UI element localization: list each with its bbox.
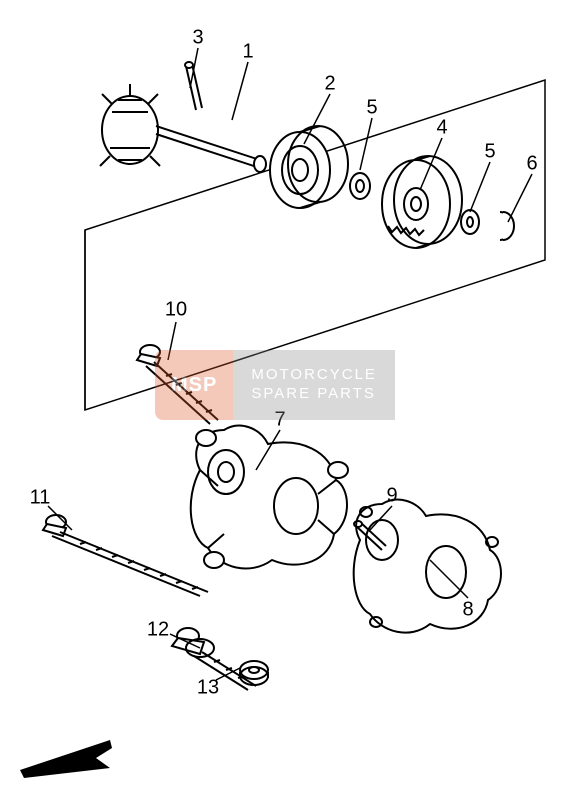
part-gasket-8 bbox=[354, 500, 501, 633]
callout-5: 5 bbox=[366, 97, 377, 120]
callout-3: 3 bbox=[192, 27, 203, 50]
part-circlip-6 bbox=[500, 212, 514, 240]
leader-line bbox=[232, 62, 248, 120]
top-row-parts bbox=[100, 62, 514, 248]
part-washer-5a bbox=[350, 173, 370, 199]
leader-line bbox=[370, 506, 392, 530]
part-washer-13 bbox=[240, 661, 268, 685]
callout-10: 10 bbox=[165, 299, 187, 322]
watermark-left: MSP bbox=[155, 350, 233, 420]
callout-11: 11 bbox=[30, 487, 51, 510]
callout-12: 12 bbox=[147, 619, 169, 642]
leader-line bbox=[508, 174, 532, 222]
part-impeller-shaft bbox=[100, 84, 266, 172]
callout-8: 8 bbox=[462, 599, 473, 622]
callout-1: 1 bbox=[242, 41, 253, 64]
watermark-badge: MSP MOTORCYCLE SPARE PARTS bbox=[155, 350, 425, 420]
leader-line bbox=[360, 118, 372, 170]
part-bolt-11 bbox=[43, 515, 208, 596]
callout-6: 6 bbox=[526, 153, 537, 176]
watermark-line2: SPARE PARTS bbox=[251, 385, 377, 404]
leader-line bbox=[430, 560, 468, 598]
watermark-line1: MOTORCYCLE bbox=[251, 366, 377, 385]
callout-13: 13 bbox=[197, 677, 219, 700]
watermark-right: MOTORCYCLE SPARE PARTS bbox=[233, 350, 395, 420]
callout-2: 2 bbox=[324, 73, 335, 96]
leader-line bbox=[470, 162, 490, 212]
diagram-canvas: 123455678910111213 MSP MOTORCYCLE SPARE … bbox=[0, 0, 571, 800]
leader-line bbox=[304, 94, 330, 144]
callout-9: 9 bbox=[386, 485, 397, 508]
part-bearing-2 bbox=[270, 126, 348, 208]
part-gear-4 bbox=[382, 156, 462, 248]
direction-arrow bbox=[20, 740, 112, 778]
callout-4: 4 bbox=[436, 117, 447, 140]
callout-5: 5 bbox=[484, 141, 495, 164]
part-washer-5b bbox=[461, 210, 479, 234]
